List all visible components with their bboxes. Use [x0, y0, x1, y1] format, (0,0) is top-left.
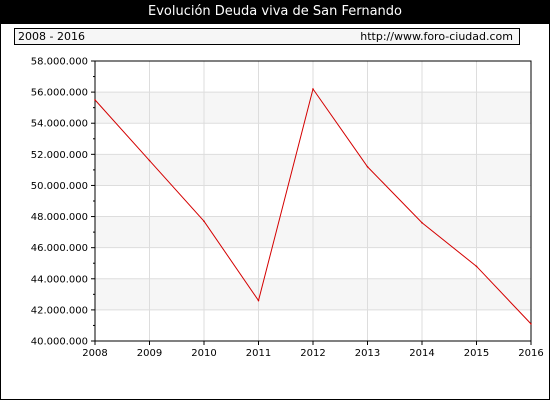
y-tick-label: 40.000.000 — [31, 337, 88, 348]
y-tick-label: 50.000.000 — [31, 181, 88, 192]
data-point — [203, 220, 205, 223]
x-tick-label: 2011 — [246, 348, 271, 359]
x-tick-label: 2013 — [355, 348, 380, 359]
year-range-label: 2008 - 2016 — [18, 30, 85, 43]
y-tick-label: 54.000.000 — [31, 119, 88, 130]
x-tick-label: 2014 — [409, 348, 434, 359]
chart-title: Evolución Deuda viva de San Fernando — [0, 0, 550, 24]
x-tick-label: 2010 — [191, 348, 216, 359]
x-tick-label: 2016 — [518, 348, 543, 359]
y-tick-label: 44.000.000 — [31, 274, 88, 285]
data-point — [148, 159, 151, 162]
x-tick-label: 2015 — [464, 348, 489, 359]
y-tick-label: 48.000.000 — [31, 212, 88, 223]
y-tick-label: 52.000.000 — [31, 150, 88, 161]
data-point — [421, 221, 423, 224]
data-point — [312, 88, 314, 90]
data-point — [475, 265, 478, 268]
x-tick-label: 2009 — [137, 348, 162, 359]
y-tick-label: 42.000.000 — [31, 305, 88, 316]
data-point — [366, 165, 369, 168]
data-point — [257, 299, 260, 302]
x-axis-ticks: 2008 2009 2010 2011 2012 2013 2014 2015 2016 — [82, 341, 544, 359]
series-layer — [94, 87, 532, 325]
y-tick-label: 46.000.000 — [31, 243, 88, 254]
y-tick-label: 56.000.000 — [31, 88, 88, 99]
source-url-label: http://www.foro-ciudad.com — [360, 30, 513, 43]
data-point — [530, 323, 532, 325]
chart-subheader: 2008 - 2016 http://www.foro-ciudad.com — [14, 28, 520, 45]
y-tick-label: 58.000.000 — [31, 57, 88, 68]
x-tick-label: 2008 — [82, 348, 107, 359]
data-point — [94, 99, 96, 101]
y-axis-ticks: 40.000.000 42.000.000 44.000.000 46.000.000… — [31, 57, 95, 348]
x-tick-label: 2012 — [300, 348, 325, 359]
